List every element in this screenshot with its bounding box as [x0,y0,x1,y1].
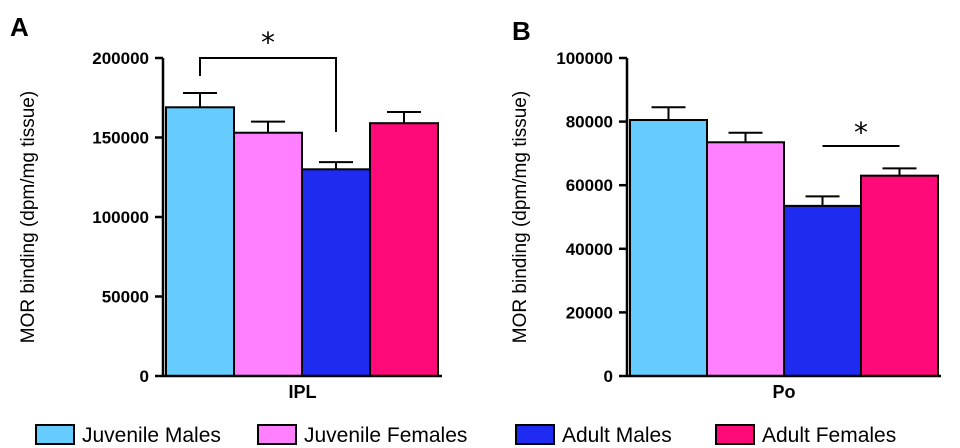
x-category-label: Po [772,382,795,402]
panel-b: B MOR binding (dpm/mg tissue) 0 20000 40000 6… [510,16,941,402]
panel-letter: B [512,16,531,46]
y-tick-label: 40000 [566,240,613,259]
bar [629,119,708,378]
legend-swatch [715,424,755,445]
x-category-label: IPL [288,382,316,402]
legend-label: Adult Females [762,424,896,447]
y-tick-label: 0 [140,367,149,386]
bar [165,106,235,377]
legend-label: Juvenile Females [304,424,467,447]
y-tick-label: 80000 [566,113,613,132]
y-axis-title: MOR binding (dpm/mg tissue) [18,91,39,343]
significance-bracket [199,57,337,132]
panel-letter: A [10,12,29,42]
bar [706,141,785,377]
legend-swatch [515,424,555,445]
y-axis-title: MOR binding (dpm/mg tissue) [510,91,531,343]
legend-label: Juvenile Males [82,424,221,447]
bar [783,204,862,377]
bar [860,174,939,377]
bar [301,168,371,377]
y-tick-label: 200000 [92,49,149,68]
y-tick-label: 60000 [566,176,613,195]
legend-swatch [257,424,297,445]
panel-a: A MOR binding (dpm/mg tissue) 0 50000 100000… [10,12,442,402]
y-tick-label: 0 [604,367,613,386]
y-tick-label: 150000 [92,129,149,148]
bar [369,122,439,377]
y-tick-label: 100000 [556,49,613,68]
y-tick-label: 100000 [92,208,149,227]
y-tick-label: 20000 [566,303,613,322]
legend-swatch [35,424,75,445]
significance-star: * [261,26,275,59]
legend-label: Adult Males [562,424,672,447]
legend: Juvenile Males Juvenile Females Adult Male… [35,424,896,447]
y-tick-label: 50000 [102,288,149,307]
bar [233,131,303,377]
significance-star: * [854,116,868,149]
